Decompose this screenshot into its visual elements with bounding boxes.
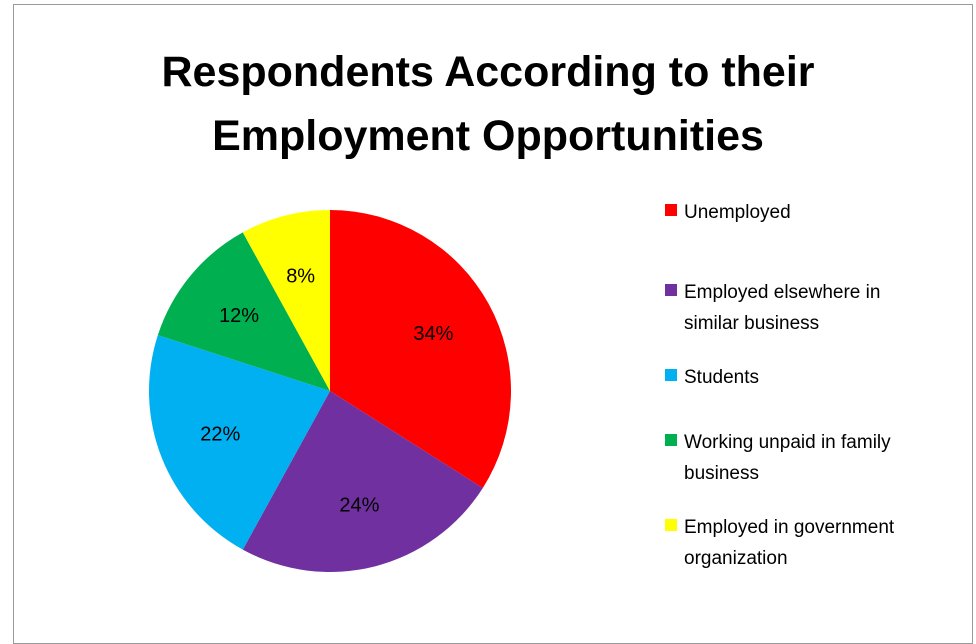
legend-label-2-line-2: similar business bbox=[684, 313, 820, 334]
pie-slice-1 bbox=[330, 210, 511, 488]
legend-label-5: Employed in government organization bbox=[684, 512, 959, 574]
pie-chart: 34% 24% 22% 12% 8% bbox=[149, 210, 511, 572]
legend-label-2-line-1: Employed elsewhere in bbox=[684, 282, 881, 303]
legend-label-1: Unemployed bbox=[684, 197, 959, 228]
data-label-1: 34% bbox=[413, 323, 453, 345]
pie-slices bbox=[149, 210, 511, 572]
pie-slice-5 bbox=[242, 210, 330, 391]
pie-slice-2 bbox=[242, 391, 483, 572]
chart-title-line-1: Respondents According to their bbox=[161, 48, 815, 96]
legend-label-4-line-2: business bbox=[684, 463, 759, 484]
legend-swatch-3 bbox=[665, 369, 677, 381]
legend-item-5: Employed in government organization bbox=[665, 514, 959, 574]
pie-slice-4 bbox=[157, 232, 330, 391]
legend-label-5-line-2: organization bbox=[684, 548, 788, 569]
legend-label-5-line-1: Employed in government bbox=[684, 517, 895, 538]
legend-label-1-line-1: Unemployed bbox=[684, 202, 791, 223]
legend-item-1: Unemployed bbox=[665, 199, 959, 228]
data-label-2: 24% bbox=[339, 494, 379, 516]
legend-swatch-4 bbox=[665, 434, 677, 446]
legend-label-3: Students bbox=[684, 362, 959, 393]
legend-swatch-5 bbox=[665, 519, 677, 531]
legend-label-4-line-1: Working unpaid in family bbox=[684, 432, 891, 453]
chart-title-line-2: Employment Opportunities bbox=[212, 112, 764, 160]
data-label-4: 12% bbox=[219, 305, 259, 327]
legend-item-4: Working unpaid in family business bbox=[665, 429, 959, 489]
data-label-5: 8% bbox=[286, 266, 315, 288]
legend-swatch-2 bbox=[665, 284, 677, 296]
legend-swatch-1 bbox=[665, 204, 677, 216]
pie-data-labels: 34% 24% 22% 12% 8% bbox=[200, 266, 453, 517]
legend-item-3: Students bbox=[665, 364, 959, 393]
legend-label-4: Working unpaid in family business bbox=[684, 427, 959, 489]
legend-label-2: Employed elsewhere in similar business bbox=[684, 277, 959, 339]
data-label-3: 22% bbox=[200, 423, 240, 445]
pie-slice-3 bbox=[149, 335, 330, 550]
legend-label-3-line-1: Students bbox=[684, 367, 759, 388]
legend-item-2: Employed elsewhere in similar business bbox=[665, 279, 959, 339]
chart-title: Respondents According to their Employmen… bbox=[0, 40, 976, 168]
